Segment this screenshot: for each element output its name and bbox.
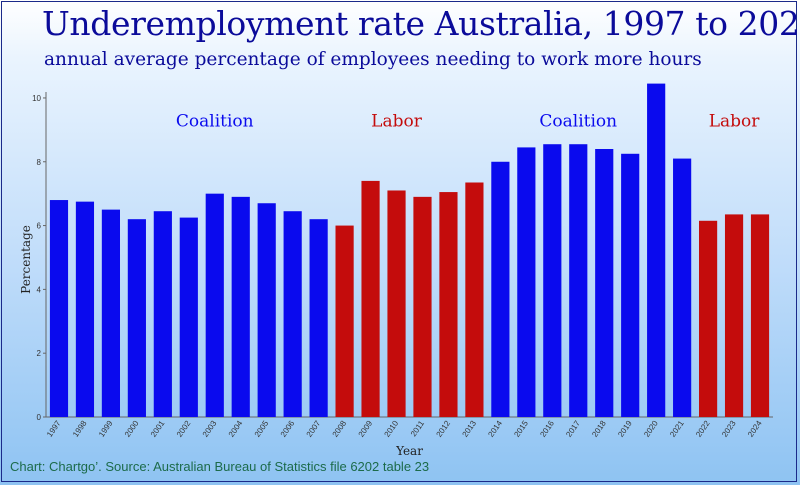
y-tick-label: 6	[37, 222, 42, 231]
chart-title: Underemployment rate Australia, 1997 to …	[42, 4, 800, 43]
x-tick-label: 2005	[253, 419, 271, 439]
bar-2006	[283, 211, 302, 417]
bar-2022	[699, 220, 718, 417]
source-note: Chart: Chartgo’. Source: Australian Bure…	[10, 459, 430, 474]
x-tick-label: 2012	[435, 419, 453, 439]
bar-2013	[465, 182, 484, 417]
bar-1997	[49, 200, 69, 417]
bar-2003	[205, 193, 224, 417]
bar-2014	[491, 161, 510, 417]
x-tick-label: 2003	[201, 419, 219, 439]
x-axis-title: Year	[395, 444, 423, 458]
x-tick-label: 2009	[357, 419, 375, 439]
x-tick-label: 2007	[305, 419, 323, 439]
x-tick-label: 2010	[383, 419, 401, 439]
bar-2017	[569, 144, 588, 417]
x-tick-label: 1997	[45, 419, 63, 439]
x-tick-label: 2008	[331, 419, 349, 439]
era-label: Coalition	[539, 112, 617, 132]
x-tick-label: 2002	[175, 419, 193, 439]
y-tick-label: 4	[37, 285, 42, 294]
bar-1998	[75, 201, 95, 417]
bar-2002	[179, 217, 198, 417]
era-label: Labor	[709, 112, 761, 132]
x-tick-label: 2014	[486, 419, 504, 439]
x-tick-label: 2004	[227, 419, 245, 439]
x-tick-label: 2000	[123, 419, 141, 439]
bar-2005	[257, 203, 276, 417]
bar-2015	[517, 147, 536, 417]
x-tick-label: 2019	[616, 419, 634, 439]
y-tick-label: 10	[32, 94, 41, 103]
x-tick-label: 2022	[694, 419, 712, 439]
bar-2021	[673, 158, 692, 418]
x-tick-label: 1998	[71, 419, 89, 439]
bar-2023	[724, 214, 744, 417]
x-tick-label: 2011	[409, 419, 427, 439]
bar-2018	[595, 149, 614, 417]
bar-2010	[387, 190, 406, 417]
bar-2001	[153, 211, 172, 417]
x-tick-label: 2021	[668, 419, 686, 439]
x-tick-label: 2015	[512, 419, 530, 439]
bar-1999	[101, 209, 120, 417]
x-tick-label: 2006	[279, 419, 297, 439]
x-tick-label: 2001	[149, 419, 167, 439]
y-tick-label: 2	[37, 349, 42, 358]
bar-2012	[439, 192, 458, 417]
x-tick-label: 2024	[746, 419, 764, 439]
bar-2020	[647, 83, 666, 417]
bar-2007	[309, 219, 328, 417]
chart-subtitle: annual average percentage of employees n…	[44, 49, 702, 70]
bar-2004	[231, 196, 250, 417]
y-tick-label: 8	[37, 158, 42, 167]
x-tick-label: 2017	[564, 419, 582, 439]
y-tick-label: 0	[37, 413, 42, 422]
era-label: Coalition	[176, 112, 254, 132]
x-tick-label: 2018	[590, 419, 608, 439]
bar-2009	[361, 180, 380, 417]
bar-2016	[543, 144, 562, 417]
x-tick-label: 2016	[538, 419, 556, 439]
bar-2000	[127, 219, 146, 417]
x-tick-label: 2023	[720, 419, 738, 439]
bar-2024	[750, 214, 770, 417]
bar-2011	[413, 196, 432, 417]
x-tick-label: 2013	[460, 419, 478, 439]
bar-2008	[335, 225, 354, 417]
y-axis-title: Percentage	[19, 225, 33, 294]
era-label: Labor	[371, 112, 423, 132]
bar-2019	[621, 153, 640, 418]
x-tick-label: 2020	[642, 419, 660, 439]
x-tick-label: 1999	[97, 419, 115, 439]
